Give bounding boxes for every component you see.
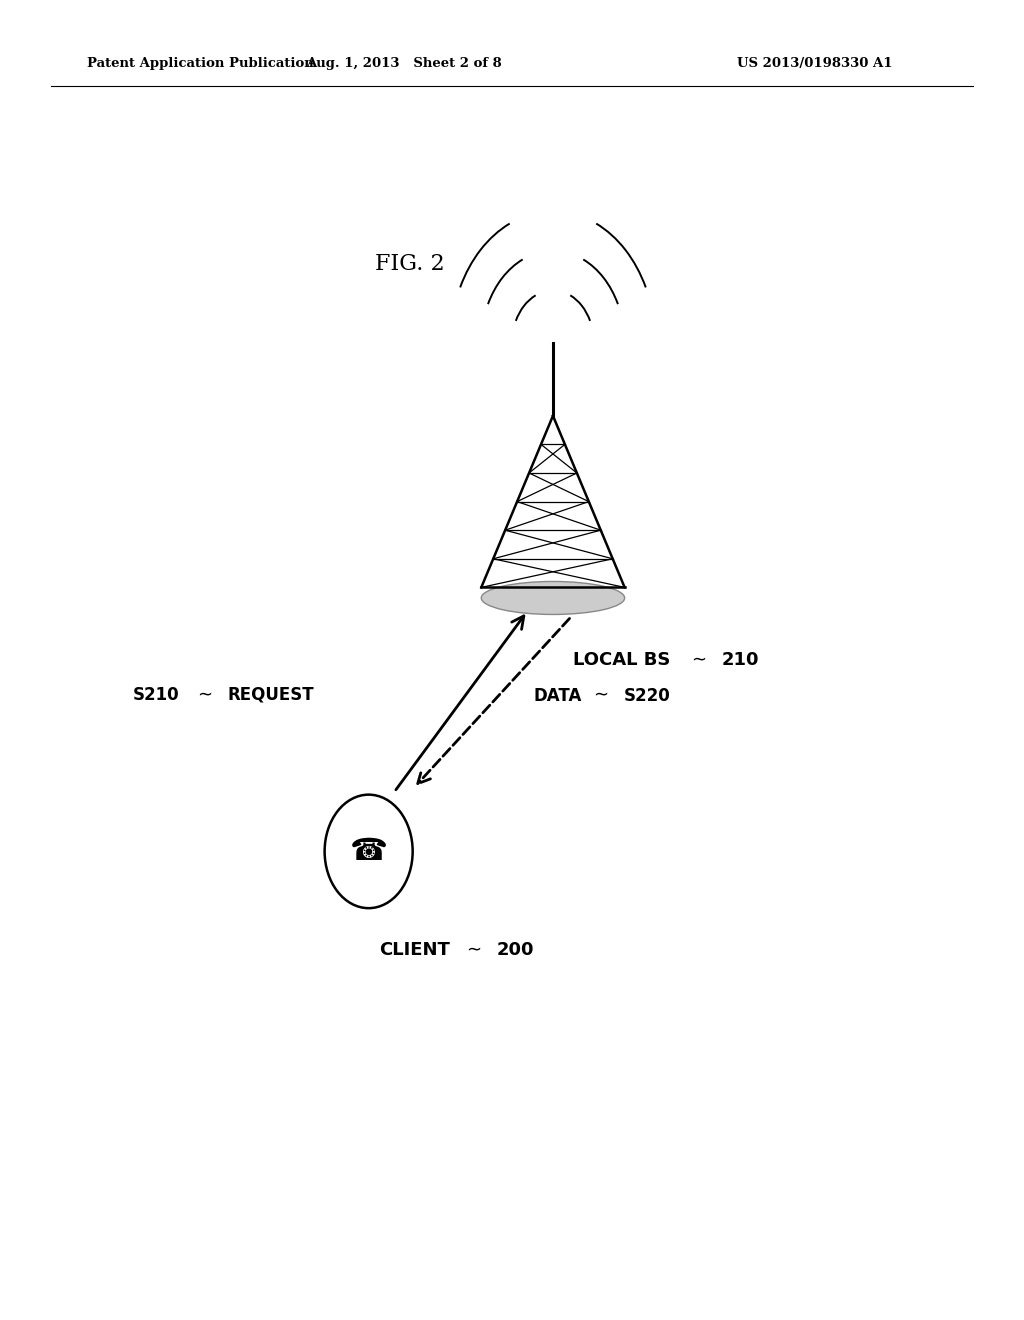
Text: S220: S220	[624, 686, 671, 705]
Text: CLIENT: CLIENT	[379, 941, 450, 960]
Text: ∼: ∼	[197, 686, 212, 704]
Text: S210: S210	[133, 686, 180, 704]
Text: Aug. 1, 2013   Sheet 2 of 8: Aug. 1, 2013 Sheet 2 of 8	[306, 57, 503, 70]
Text: 210: 210	[722, 651, 760, 669]
Text: FIG. 2: FIG. 2	[375, 253, 444, 275]
Text: Patent Application Publication: Patent Application Publication	[87, 57, 313, 70]
Text: DATA: DATA	[534, 686, 582, 705]
Text: US 2013/0198330 A1: US 2013/0198330 A1	[737, 57, 893, 70]
Text: ∼: ∼	[466, 941, 481, 960]
Text: REQUEST: REQUEST	[227, 686, 314, 704]
Text: LOCAL BS: LOCAL BS	[573, 651, 671, 669]
Text: 200: 200	[497, 941, 535, 960]
Text: ∼: ∼	[593, 686, 608, 705]
Text: ☎: ☎	[349, 837, 388, 866]
Ellipse shape	[481, 581, 625, 614]
Text: ∼: ∼	[691, 651, 707, 669]
